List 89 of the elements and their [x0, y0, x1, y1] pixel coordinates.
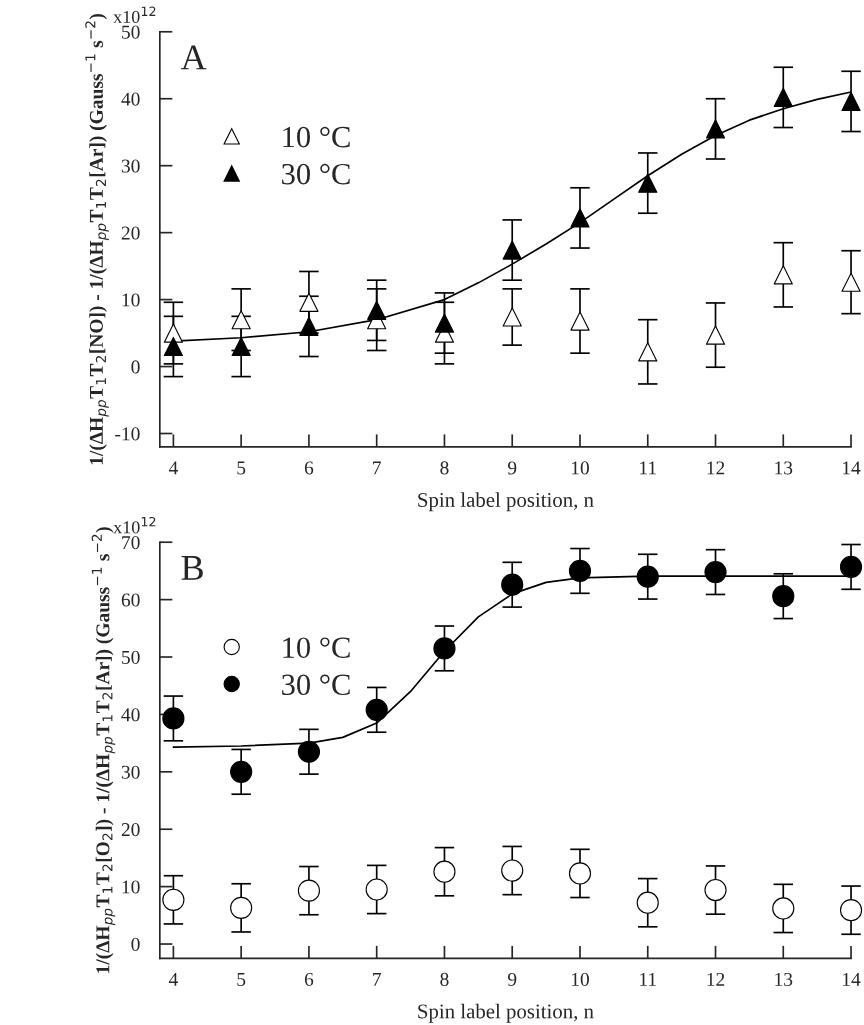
point — [501, 859, 524, 882]
point — [162, 707, 185, 730]
annotation: B — [181, 556, 203, 580]
point — [705, 325, 726, 345]
point — [570, 311, 590, 331]
point — [570, 208, 590, 228]
y-tick-label: -10 — [115, 427, 140, 441]
point — [773, 265, 793, 285]
point — [297, 879, 321, 902]
x-tick-label: 6 — [304, 461, 314, 475]
x-tick-label: 7 — [373, 461, 381, 475]
y-tick-label: 0 — [131, 360, 140, 374]
x-tick-label: 7 — [373, 973, 381, 986]
text: 1/(ΔH$_{pp}$T$_{1}$T$_{2}$[NO]) - 1/(ΔH$_{pp}$T$_{1}$T$_{2}$[Ar]) (Gauss$^{−1}$ s$^{−2}$) — [85, 13, 109, 465]
point — [297, 740, 321, 763]
point — [299, 316, 319, 336]
point — [636, 565, 659, 588]
x-tick-label: 10 — [571, 461, 589, 475]
point — [636, 891, 659, 914]
point — [367, 300, 387, 320]
text: x10$^{12}$ — [113, 516, 156, 534]
y-tick-label: 70 — [122, 536, 140, 550]
x-tick-label: 9 — [507, 461, 517, 475]
point — [502, 240, 522, 260]
y-tick-label: 20 — [121, 226, 140, 240]
point — [772, 897, 795, 920]
y-tick-label: 10 — [122, 880, 140, 894]
x-tick-label: 4 — [168, 461, 178, 475]
y-tick-label: 50 — [122, 25, 140, 39]
point — [705, 119, 726, 139]
x-tick-label: 8 — [440, 461, 449, 475]
point — [638, 342, 658, 362]
x-tick-label: 12 — [707, 461, 725, 475]
x-tick-label: 9 — [507, 972, 517, 986]
x-tick-label: 11 — [640, 461, 656, 475]
x-tick-label: 13 — [775, 461, 793, 475]
y-tick-label: 40 — [121, 708, 140, 722]
point — [839, 555, 863, 578]
point — [433, 860, 456, 883]
y-tick-label: 30 — [121, 159, 140, 173]
y-tick-label: 40 — [121, 92, 140, 106]
x-tick-label: 14 — [843, 972, 861, 986]
point — [231, 336, 251, 357]
point — [162, 888, 185, 911]
x-tick-label: 4 — [168, 972, 178, 986]
legend-label: 30 °C — [282, 163, 350, 185]
x-tick-label: 13 — [775, 972, 793, 986]
point — [501, 573, 524, 596]
point — [502, 307, 522, 327]
x-tick-label: 12 — [707, 972, 725, 986]
point — [434, 313, 455, 333]
point — [230, 760, 253, 783]
x-axis-title: Spin label position, n — [418, 492, 594, 512]
point — [568, 559, 592, 583]
y-tick-label: 30 — [121, 765, 140, 779]
x-tick-label: 6 — [304, 972, 314, 986]
point — [772, 585, 795, 608]
x-tick-label: 5 — [237, 973, 246, 986]
point — [433, 637, 456, 660]
point — [365, 698, 388, 721]
point — [299, 292, 319, 312]
x-tick-label: 11 — [640, 972, 656, 986]
point — [841, 91, 861, 112]
x-tick-label: 8 — [440, 972, 449, 986]
y-tick-label: 60 — [121, 593, 140, 607]
point — [704, 878, 727, 902]
legend-label: 10 °C — [283, 637, 350, 658]
y-tick-label: 10 — [122, 293, 140, 307]
x-tick-label: 14 — [843, 461, 861, 475]
y-tick-label: 50 — [122, 650, 140, 664]
point — [841, 272, 861, 292]
legend-label: 10 °C — [283, 126, 350, 148]
point — [230, 896, 253, 919]
point — [568, 862, 592, 885]
point — [704, 560, 727, 584]
x-axis-title: Spin label position, n — [418, 1003, 594, 1023]
text: x10$^{12}$ — [113, 6, 156, 23]
point — [773, 87, 793, 108]
y-tick-label: 0 — [131, 937, 140, 951]
point — [638, 173, 658, 193]
point — [231, 310, 251, 330]
annotation: A — [180, 45, 207, 70]
legend-label: 30 °C — [282, 674, 350, 696]
point — [163, 336, 184, 357]
point — [839, 899, 863, 922]
point — [365, 878, 388, 901]
y-tick-label: 20 — [121, 823, 140, 837]
x-tick-label: 5 — [237, 461, 246, 475]
x-tick-label: 10 — [571, 972, 589, 986]
